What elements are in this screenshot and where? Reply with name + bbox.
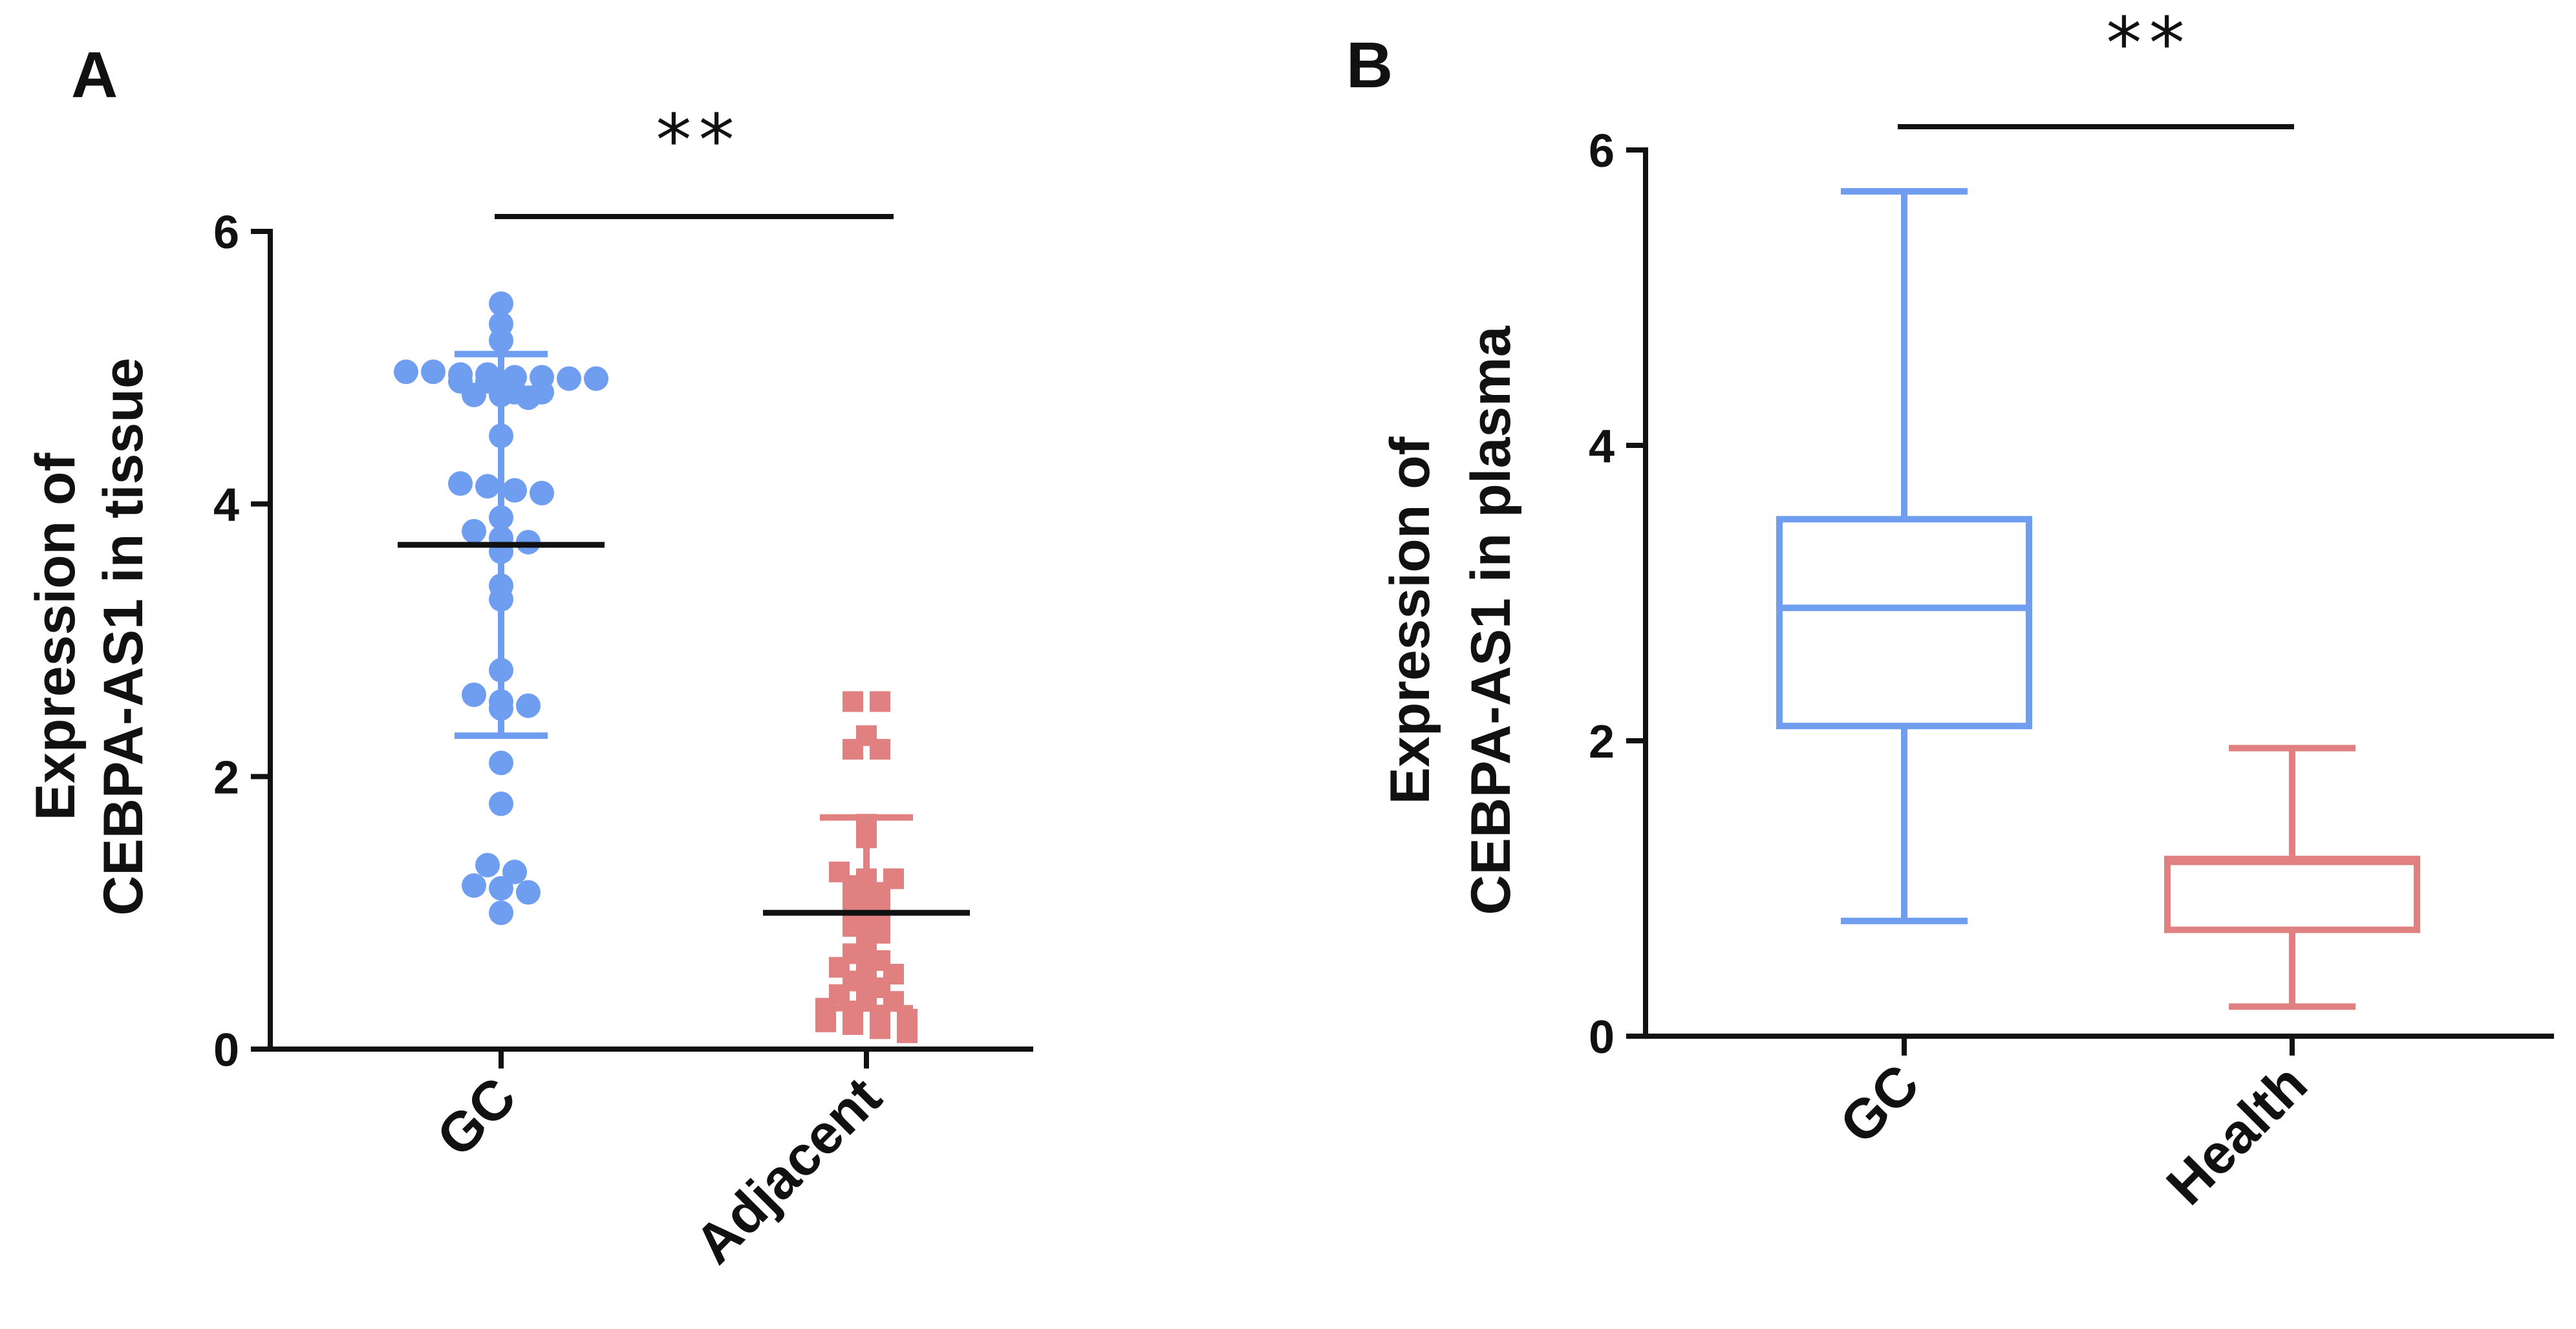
panel-a-ylabel-line1: Expression of <box>25 452 87 820</box>
panel-a-gc-point <box>489 876 513 901</box>
panel-b-significance: ** <box>2103 2 2188 85</box>
panel-a-y-tick-label: 0 <box>213 1025 239 1076</box>
panel-a-plot: 0 2 4 6 GC Adjacent <box>213 207 1033 1275</box>
panel-a-gc-point <box>489 791 513 816</box>
panel-a-y-tick-label: 4 <box>213 480 239 531</box>
panel-a-y-tick-label: 6 <box>213 207 239 259</box>
panel-a-label: A <box>71 39 118 111</box>
panel-a-ylabel-line2: CEBPA-AS1 in tissue <box>92 357 155 915</box>
panel-a-gc-point <box>584 366 608 391</box>
panel-a-adjacent-point <box>870 1018 890 1039</box>
panel-b-y-tick-label: 0 <box>1589 1012 1615 1063</box>
panel-b-label: B <box>1346 29 1393 101</box>
panel-a-gc-point <box>475 474 500 499</box>
panel-a-gc-point <box>530 480 554 505</box>
panel-b-ylabel-line2: CEBPA-AS1 in plasma <box>1460 325 1522 915</box>
panel-a-gc-point <box>489 900 513 926</box>
panel-a-significance: ** <box>652 99 738 182</box>
panel-b-plot: 0 2 4 6 GC Health <box>1589 124 2554 1217</box>
panel-a-gc-point <box>475 853 500 878</box>
panel-a-gc-point <box>516 880 541 905</box>
panel-a-gc-point <box>462 518 486 544</box>
panel-b-ylabel-line1: Expression of <box>1379 436 1441 804</box>
panel-a-gc-point <box>462 682 486 707</box>
panel-a-y-tick-label: 2 <box>213 752 239 803</box>
panel-a-adjacent-point <box>843 691 863 712</box>
panel-a-gc-point <box>394 359 418 385</box>
panel-b-y-tick-label: 6 <box>1589 125 1615 177</box>
panel-a-adjacent-point <box>843 1014 863 1036</box>
panel-a-gc-point <box>502 478 527 503</box>
panel-b: B Expression of CEBPA-AS1 in plasma ** 0… <box>1346 2 2554 1217</box>
panel-a-adjacent-point <box>870 691 890 712</box>
panel-a-x-tick-label: GC <box>425 1066 528 1169</box>
panel-a-gc-point <box>489 328 513 353</box>
panel-a-gc-point <box>516 385 541 410</box>
panel-b-y-tick-label: 4 <box>1589 421 1615 473</box>
panel-a-gc-point <box>421 359 445 385</box>
panel-a-adjacent-point <box>870 739 890 760</box>
panel-a-x-tick-label: Adjacent <box>683 1066 894 1276</box>
panel-a-gc-point <box>448 471 473 496</box>
panel-a-adjacent-point <box>897 1022 918 1043</box>
panel-a-gc-point <box>502 859 527 884</box>
panel-a-gc-point <box>489 750 513 776</box>
panel-a-gc-point <box>516 693 541 718</box>
panel-a: A Expression of CEBPA-AS1 in tissue ** 0… <box>25 39 1033 1275</box>
panel-b-x-tick-label: Health <box>2155 1053 2319 1217</box>
panel-b-y-tick-label: 2 <box>1589 716 1615 768</box>
panel-a-adjacent-point <box>815 1011 836 1032</box>
panel-b-health-box <box>2164 855 2420 933</box>
panel-a-gc-point <box>557 366 581 391</box>
panel-b-gc-box <box>1776 516 2032 730</box>
panel-a-adjacent-point <box>843 739 863 760</box>
panel-b-x-tick-label: GC <box>1828 1053 1931 1156</box>
panel-a-gc-point <box>489 291 513 316</box>
panel-a-gc-point <box>462 383 486 407</box>
panel-a-gc-point <box>462 873 486 898</box>
